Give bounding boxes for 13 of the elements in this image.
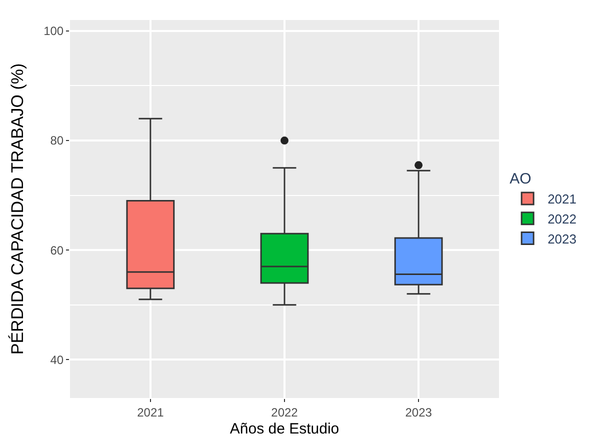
y-tick-label: 60 <box>50 243 64 258</box>
legend-title: AO <box>510 170 532 188</box>
y-axis-title: PÉRDIDA CAPACIDAD TRABAJO (%) <box>8 63 28 355</box>
legend-label: 2023 <box>548 231 576 246</box>
legend-label: 2022 <box>548 211 576 226</box>
y-tick-label: 40 <box>50 352 64 367</box>
x-axis-title: Años de Estudio <box>230 420 340 438</box>
y-tick-label: 100 <box>44 24 64 38</box>
x-tick-label: 2023 <box>405 405 432 420</box>
x-tick-label: 2022 <box>271 405 298 420</box>
y-tick-label: 80 <box>50 134 64 148</box>
legend-label: 2021 <box>548 192 576 207</box>
x-tick-label: 2021 <box>137 405 164 420</box>
